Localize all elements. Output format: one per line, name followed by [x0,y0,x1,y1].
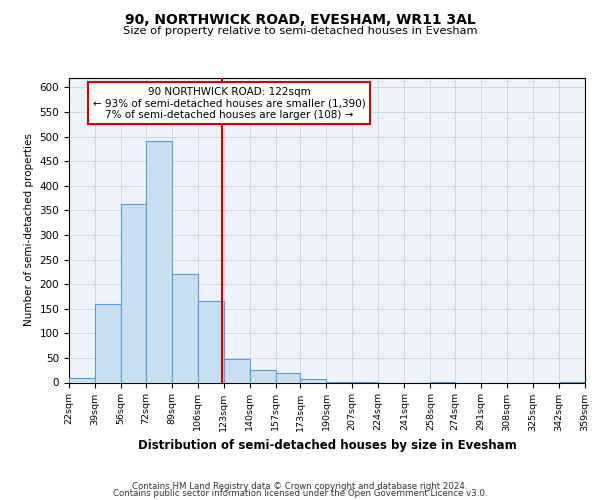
Bar [69,378,95,382]
Y-axis label: Number of semi-detached properties: Number of semi-detached properties [24,134,34,326]
Bar [95,304,121,382]
Bar [250,370,276,382]
Bar [224,359,250,382]
Bar [121,204,146,382]
Bar [197,302,224,382]
Text: 90, NORTHWICK ROAD, EVESHAM, WR11 3AL: 90, NORTHWICK ROAD, EVESHAM, WR11 3AL [125,12,475,26]
Text: Contains public sector information licensed under the Open Government Licence v3: Contains public sector information licen… [113,490,487,498]
Bar [276,372,300,382]
X-axis label: Distribution of semi-detached houses by size in Evesham: Distribution of semi-detached houses by … [137,439,517,452]
Bar [146,142,172,382]
Text: Contains HM Land Registry data © Crown copyright and database right 2024.: Contains HM Land Registry data © Crown c… [132,482,468,491]
Text: 90 NORTHWICK ROAD: 122sqm
← 93% of semi-detached houses are smaller (1,390)
7% o: 90 NORTHWICK ROAD: 122sqm ← 93% of semi-… [92,86,365,120]
Bar [172,274,197,382]
Text: Size of property relative to semi-detached houses in Evesham: Size of property relative to semi-detach… [123,26,477,36]
Bar [300,379,326,382]
